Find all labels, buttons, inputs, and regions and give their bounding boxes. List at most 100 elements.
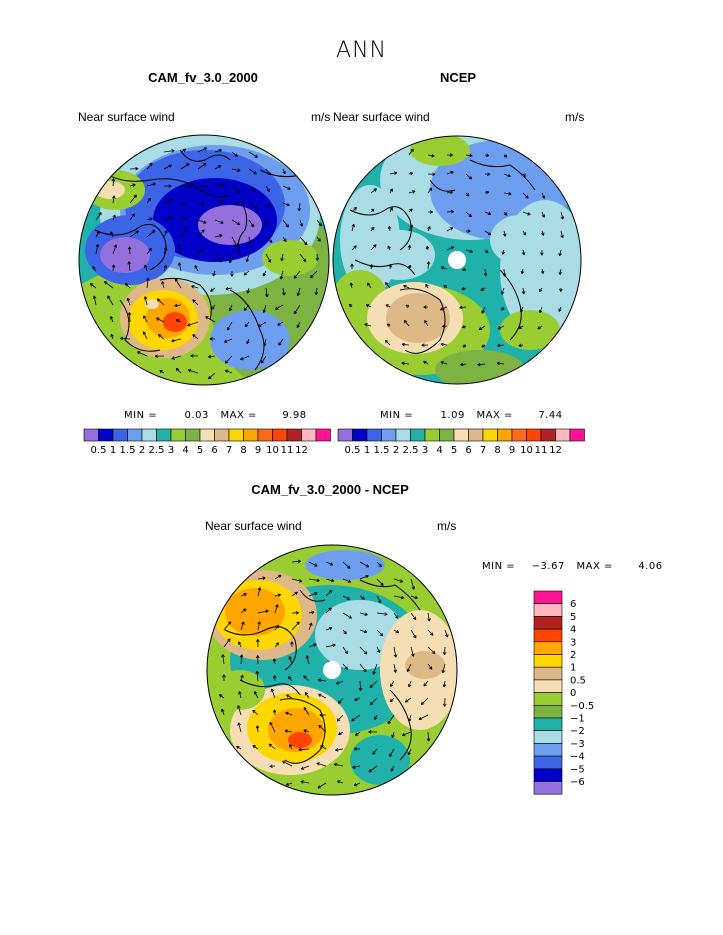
wind-vector-head — [187, 184, 191, 188]
wind-vector-head — [386, 323, 389, 327]
colorbar-swatch — [170, 428, 186, 442]
wind-vector-head — [264, 343, 267, 347]
wind-vector-head — [255, 154, 258, 158]
wind-vector — [359, 561, 370, 568]
wind-vector — [289, 656, 293, 665]
wind-vector-head — [508, 191, 512, 195]
colorbar-swatch — [453, 428, 469, 442]
page-title: ANN — [336, 38, 387, 63]
colorbar-label: 0 — [570, 688, 576, 699]
wind-vector-head — [429, 618, 431, 622]
wind-vector-head — [484, 251, 489, 254]
wind-vector — [261, 355, 267, 364]
wind-vector-head — [349, 282, 352, 286]
wind-vector — [120, 338, 131, 340]
wind-vector — [501, 287, 505, 295]
wind-vector-head — [467, 230, 471, 233]
wind-vector-head — [244, 323, 247, 327]
wind-vector-head — [288, 676, 292, 678]
wind-vector-head — [367, 282, 371, 285]
wind-vector-head — [255, 670, 258, 674]
wind-vector — [231, 151, 238, 157]
colorbar-label: 11 — [535, 445, 548, 456]
wind-vector-head — [485, 190, 489, 193]
wind-vector — [444, 629, 448, 638]
wind-vector — [410, 595, 418, 599]
wind-vector-head — [440, 307, 443, 311]
wind-vector — [282, 236, 287, 242]
colorbar-swatch — [540, 428, 556, 442]
wind-vector-head — [149, 162, 153, 165]
wind-vector-head — [303, 707, 307, 710]
wind-vector-head — [234, 201, 238, 205]
colorbar-swatch — [533, 781, 563, 795]
wind-vector — [112, 214, 116, 221]
wind-vector — [90, 283, 97, 289]
wind-vector-head — [353, 245, 357, 247]
wind-vector-head — [389, 188, 393, 191]
wind-vector-head — [526, 195, 529, 199]
wind-vector-head — [320, 745, 323, 749]
wind-vector-head — [220, 222, 224, 224]
wind-vector-head — [143, 296, 146, 300]
wind-vector-head — [92, 266, 96, 269]
wind-vector-head — [421, 344, 425, 347]
wind-vector-head — [272, 709, 275, 713]
wind-vector — [503, 230, 506, 237]
wind-vector-head — [310, 276, 314, 279]
wind-vector-head — [559, 288, 562, 292]
wind-vector — [225, 287, 233, 290]
wind-vector-head — [266, 205, 270, 208]
wind-vector-head — [497, 343, 501, 347]
wind-vector — [385, 282, 391, 289]
wind-vector — [208, 372, 216, 380]
wind-vector — [248, 151, 258, 158]
wind-vector-head — [401, 361, 405, 364]
wind-vector-head — [222, 184, 226, 187]
wind-vector-head — [256, 670, 260, 674]
wind-vector-head — [256, 725, 260, 729]
wind-vector — [484, 211, 491, 215]
wind-vector — [325, 644, 336, 648]
wind-vector-head — [277, 642, 279, 646]
colorbar-swatch — [301, 428, 317, 442]
wind-vector — [427, 663, 433, 670]
wind-vector-head — [263, 342, 265, 346]
wind-vector-head — [522, 233, 526, 236]
wind-vector — [297, 287, 301, 296]
wind-vector — [478, 325, 486, 331]
obs-map-boundary — [332, 135, 582, 385]
wind-vector-head — [93, 295, 97, 299]
wind-vector-head — [227, 638, 231, 641]
wind-vector — [240, 593, 247, 597]
wind-vector-head — [282, 292, 285, 296]
wind-vector — [560, 211, 564, 220]
wind-vector — [214, 253, 222, 263]
wind-vector-head — [129, 312, 132, 316]
wind-vector — [351, 207, 357, 213]
min-label: MIN = — [124, 410, 158, 421]
wind-vector-head — [408, 752, 411, 756]
wind-vector-head — [317, 679, 321, 682]
wind-vector-head — [237, 705, 241, 708]
wind-vector-head — [283, 292, 286, 296]
wind-vector-head — [370, 208, 375, 211]
wind-vector — [342, 612, 352, 619]
colorbar-label: −0.5 — [570, 701, 594, 712]
wind-vector-head — [204, 147, 208, 151]
wind-vector-head — [450, 170, 454, 173]
wind-vector-head — [431, 155, 435, 158]
wind-vector — [284, 730, 293, 733]
wind-vector — [316, 762, 327, 767]
wind-vector — [408, 680, 412, 688]
wind-vector-head — [177, 244, 180, 248]
wind-vector — [248, 202, 258, 210]
wind-vector-head — [111, 178, 114, 182]
wind-vector — [440, 343, 448, 346]
wind-vector — [273, 658, 276, 665]
wind-vector-head — [315, 292, 319, 295]
wind-vector-head — [390, 264, 393, 268]
wind-vector-head — [384, 614, 388, 616]
wind-vector-head — [351, 223, 355, 227]
wind-vector — [258, 321, 267, 328]
